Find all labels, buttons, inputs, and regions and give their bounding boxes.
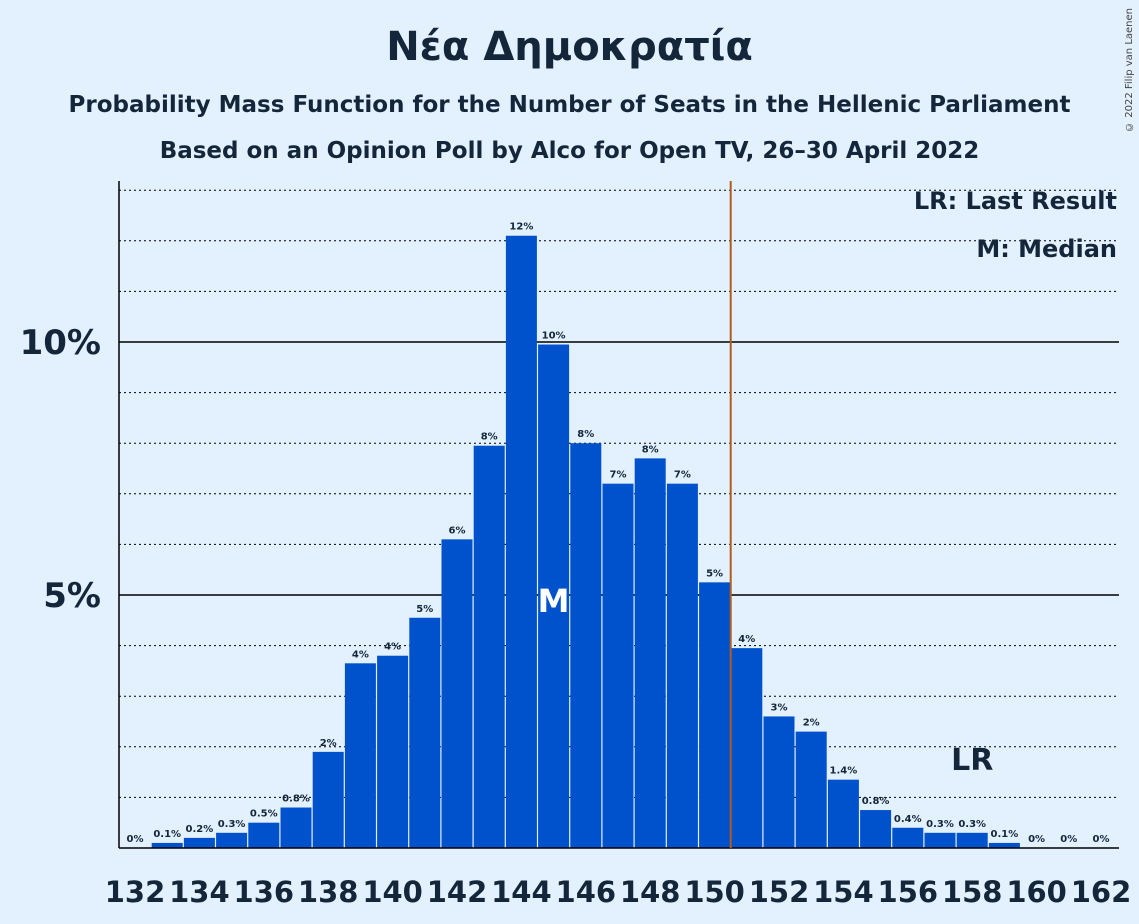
x-tick-label: 142 [427, 875, 488, 909]
bar-value-label: 6% [449, 525, 466, 536]
bar-seat-153 [795, 731, 827, 848]
bar-seat-156 [892, 827, 924, 848]
x-tick-label: 160 [1006, 875, 1067, 909]
bar-value-label: 12% [509, 222, 533, 233]
bar-seat-155 [860, 810, 892, 848]
x-tick-label: 150 [684, 875, 745, 909]
bar-value-label: 0.3% [218, 819, 246, 830]
bar-seat-144 [505, 235, 537, 849]
bar-seat-147 [602, 483, 634, 848]
bar-seat-135 [216, 832, 248, 848]
bar-seat-152 [763, 716, 795, 848]
x-tick-label: 136 [234, 875, 295, 909]
bar-seat-149 [666, 483, 698, 848]
x-tick-label: 162 [1071, 875, 1132, 909]
bar-seat-140 [377, 655, 409, 848]
bar-value-label: 0.1% [153, 829, 181, 840]
chart-title: Νέα Δημοκρατία [386, 24, 753, 70]
bar-seat-148 [634, 458, 666, 848]
bar-seat-141 [409, 617, 441, 848]
bar-seat-154 [827, 779, 859, 848]
bar-seat-146 [570, 443, 602, 848]
bar-seat-142 [441, 539, 473, 848]
bar-seat-138 [312, 751, 344, 848]
x-tick-label: 156 [878, 875, 939, 909]
bar-value-label: 7% [610, 470, 627, 481]
legend-entry: LR: Last Result [914, 187, 1117, 215]
bar-seat-158 [956, 832, 988, 848]
x-tick-label: 148 [620, 875, 681, 909]
bar-value-label: 0.2% [186, 824, 214, 835]
bar-value-label: 0% [127, 834, 144, 845]
bar-seat-150 [699, 582, 731, 848]
bar-value-label: 8% [642, 444, 659, 455]
chart-subtitle: Probability Mass Function for the Number… [68, 92, 1071, 118]
bar-value-label: 0.1% [991, 829, 1019, 840]
bar-value-label: 1.4% [830, 766, 858, 777]
x-tick-label: 158 [942, 875, 1003, 909]
bar-value-label: 8% [577, 429, 594, 440]
bar-value-label: 0.8% [282, 794, 310, 805]
bar-seat-145 [538, 344, 570, 848]
bar-seat-143 [473, 445, 505, 848]
bar-value-label: 7% [674, 470, 691, 481]
bar-value-label: 3% [771, 702, 788, 713]
bar-seat-136 [248, 822, 280, 848]
x-tick-label: 134 [169, 875, 230, 909]
last-result-marker: LR [951, 743, 993, 778]
bar-seat-151 [731, 648, 763, 848]
bar-value-label: 0.3% [926, 819, 954, 830]
bar-seat-133 [151, 842, 183, 848]
bar-seat-134 [183, 837, 215, 848]
bar-value-label: 0% [1060, 834, 1077, 845]
x-tick-label: 154 [813, 875, 874, 909]
x-tick-label: 138 [298, 875, 359, 909]
bar-value-label: 5% [416, 604, 433, 615]
bar-value-label: 0% [1093, 834, 1110, 845]
bar-value-label: 2% [320, 738, 337, 749]
bar-value-label: 0.8% [862, 796, 890, 807]
bar-value-label: 0.4% [894, 814, 922, 825]
x-tick-label: 132 [105, 875, 166, 909]
chart-subtitle-poll: Based on an Opinion Poll by Alco for Ope… [159, 138, 980, 164]
x-tick-label: 152 [749, 875, 810, 909]
x-tick-label: 140 [362, 875, 423, 909]
median-marker: M [538, 582, 570, 620]
bar-value-label: 10% [542, 331, 566, 342]
bar-value-label: 0.5% [250, 809, 278, 820]
bar-value-label: 0% [1028, 834, 1045, 845]
bar-seat-139 [344, 663, 376, 848]
bar-value-label: 4% [352, 649, 369, 660]
bar-value-label: 4% [384, 642, 401, 653]
bar-value-label: 4% [738, 634, 755, 645]
x-tick-label: 144 [491, 875, 552, 909]
x-tick-label: 146 [556, 875, 617, 909]
bar-seat-157 [924, 832, 956, 848]
bar-seat-159 [988, 842, 1020, 848]
bar-value-label: 2% [803, 718, 820, 729]
legend-entry: M: Median [976, 235, 1117, 263]
y-tick-label: 10% [20, 323, 101, 363]
bar-seat-137 [280, 807, 312, 848]
bar-value-label: 8% [481, 432, 498, 443]
bar-value-label: 5% [706, 568, 723, 579]
y-tick-label: 5% [43, 576, 101, 616]
bar-value-label: 0.3% [958, 819, 986, 830]
